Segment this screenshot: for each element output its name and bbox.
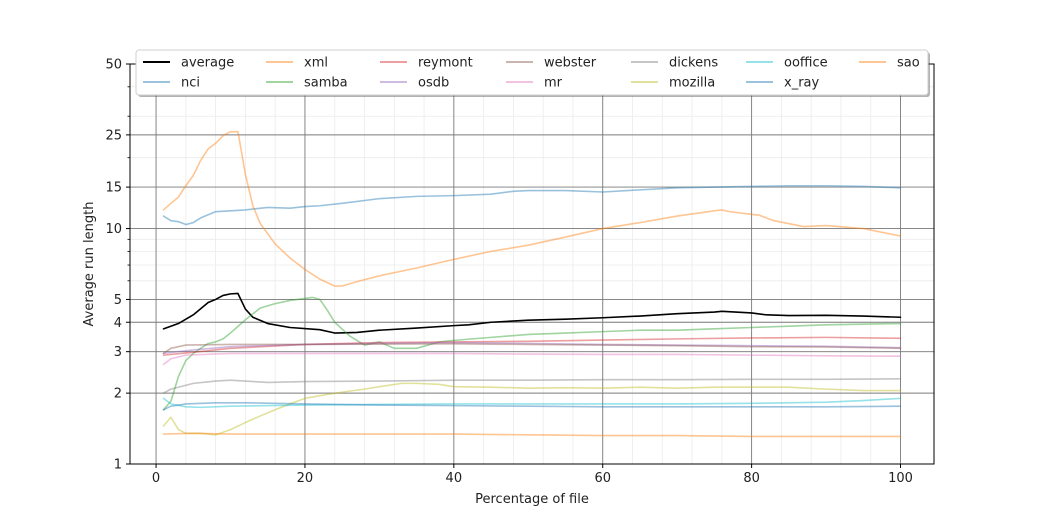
x-tick-label: 80 [743,471,760,486]
x-tick-label: 20 [297,471,314,486]
legend-label-nci: nci [181,76,200,91]
y-axis-label: Average run length [82,202,97,327]
legend-label-webster: webster [544,56,597,71]
y-tick-label: 50 [105,58,122,73]
y-tick-label: 25 [105,128,122,143]
y-tick-label: 4 [114,316,122,331]
y-tick-label: 3 [114,345,122,360]
legend-label-mozilla: mozilla [669,76,715,91]
series-line-nci [162,184,902,226]
series-line-xml [162,130,902,287]
y-tick-label: 1 [114,458,122,473]
x-axis-label: Percentage of file [475,492,589,507]
series-line-osdb [162,341,902,355]
x-axis-ticks: 0 20 40 60 80 100 [152,464,913,486]
y-tick-label: 10 [105,222,122,237]
series-line-dickens [162,378,902,394]
legend-label-x_ray: x_ray [784,76,820,91]
legend-label-dickens: dickens [669,56,718,71]
x-tick-label: 100 [888,471,913,486]
series-line-webster [162,343,902,355]
y-tick-label: 5 [114,293,122,308]
legend-label-sao: sao [897,56,920,71]
legend-label-samba: samba [304,76,348,91]
legend-label-ooffice: ooffice [784,56,828,71]
legend-label-osdb: osdb [418,76,449,91]
series-line-average [162,292,902,334]
x-tick-label: 0 [152,471,160,486]
series-line-ooffice [162,397,902,409]
series-line-samba [162,296,902,411]
legend-label-reymont: reymont [418,56,473,71]
y-axis-ticks: 1 2 3 4 5 10 15 25 50 [105,58,130,473]
series-line-reymont [162,336,902,356]
legend-label-average: average [181,56,234,71]
legend-label-mr: mr [544,76,563,91]
series-layer [162,130,902,438]
series-line-sao [162,432,902,438]
x-tick-label: 60 [594,471,611,486]
legend: average nci xml samba reymont osdb webster mr di… [135,49,930,97]
x-tick-label: 40 [446,471,463,486]
legend-label-xml: xml [304,56,328,71]
series-line-mozilla [162,382,902,436]
series-line-mr [162,352,902,366]
series-line-x_ray [162,401,902,411]
legend-box [135,49,929,96]
y-tick-label: 2 [114,387,122,402]
y-tick-label: 15 [105,181,122,196]
